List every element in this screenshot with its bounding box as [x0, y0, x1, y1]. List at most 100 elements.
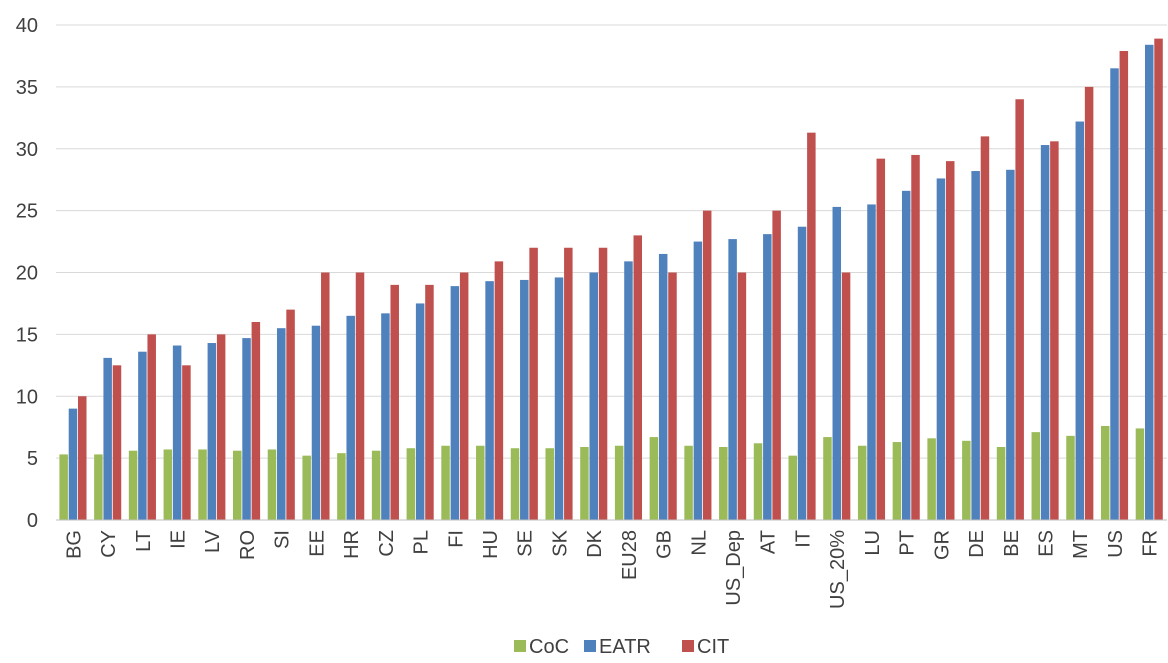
bar-coc-fr — [1135, 428, 1145, 520]
bar-cit-dk — [598, 247, 608, 520]
bar-eatr-ie — [172, 345, 182, 520]
y-axis: 0 5 10 15 20 25 30 35 40 — [16, 15, 38, 532]
bar-eatr-mt — [1075, 121, 1085, 521]
x-tick-label: PT — [897, 530, 919, 556]
legend: CoC EATR CIT — [514, 636, 729, 658]
x-tick-label: GR — [931, 530, 953, 560]
x-tick-label: MT — [1070, 530, 1092, 559]
bar-cit-lv — [216, 334, 226, 520]
bar-cit-sk — [564, 247, 573, 520]
legend-swatch-coc — [514, 640, 526, 652]
bar-cit-gr — [945, 161, 955, 520]
bar-coc-gr — [927, 438, 936, 520]
x-tick-label: BG — [63, 530, 85, 559]
y-tick-label: 0 — [27, 510, 38, 532]
bar-coc-bg — [59, 454, 68, 520]
bar-coc-lt — [128, 450, 138, 520]
x-tick-label: BE — [1001, 530, 1023, 557]
bar-coc-us_20% — [823, 437, 832, 520]
bar-eatr-pt — [901, 190, 911, 520]
bar-cit-us — [1119, 50, 1129, 521]
y-tick-label: 20 — [16, 263, 38, 285]
bar-cit-be — [1015, 99, 1024, 520]
x-axis: BG CY LT IE LV RO SI EE HR CZ PL FI HU SE SK DK EU28 GB NL… — [56, 519, 1167, 609]
x-tick-label: GB — [654, 530, 676, 559]
gridlines — [56, 24, 1167, 459]
bar-eatr-us_dep — [728, 239, 737, 520]
bar-eatr-hu — [485, 281, 494, 520]
bar-coc-hr — [337, 453, 346, 520]
bar-eatr-lv — [207, 343, 217, 520]
bar-cit-gb — [668, 272, 677, 520]
bar-coc-us_dep — [719, 446, 728, 520]
bar-eatr-ro — [242, 338, 251, 520]
bar-eatr-be — [1006, 169, 1015, 520]
x-tick-label: SE — [515, 530, 537, 557]
bar-eatr-si — [277, 328, 286, 520]
bar-cit-bg — [78, 396, 87, 520]
bar-cit-hr — [355, 272, 365, 520]
bar-coc-sk — [545, 448, 554, 520]
x-tick-label: DK — [584, 529, 606, 557]
legend-label-cit: CIT — [697, 636, 729, 658]
bar-coc-be — [996, 446, 1006, 520]
x-tick-label: CZ — [376, 530, 398, 557]
bar-cit-ie — [182, 365, 191, 520]
bar-cit-at — [772, 210, 781, 520]
bars — [59, 38, 1163, 521]
bar-eatr-gb — [658, 253, 668, 520]
x-tick-label: CY — [98, 530, 120, 558]
bar-coc-cy — [94, 454, 103, 520]
bar-coc-nl — [684, 445, 693, 520]
bar-cit-us_dep — [737, 272, 747, 520]
bar-eatr-dk — [589, 272, 598, 520]
bar-eatr-fr — [1144, 44, 1154, 521]
bar-eatr-fi — [450, 286, 460, 520]
bar-cit-ee — [321, 272, 330, 520]
x-tick-label: NL — [688, 530, 710, 556]
bar-coc-de — [962, 440, 971, 520]
y-tick-label: 35 — [16, 77, 38, 99]
bar-cit-ro — [251, 322, 261, 520]
legend-swatch-cit — [682, 640, 694, 652]
bar-coc-it — [788, 455, 798, 520]
bar-cit-mt — [1084, 86, 1094, 520]
legend-swatch-eatr — [584, 640, 596, 652]
x-tick-label: SI — [272, 530, 294, 549]
bar-coc-mt — [1066, 435, 1075, 520]
bar-coc-lu — [857, 445, 867, 520]
bar-coc-se — [510, 448, 520, 520]
x-tick-label: SK — [549, 529, 571, 556]
bar-eatr-at — [763, 234, 772, 520]
bar-eatr-de — [971, 171, 980, 520]
y-tick-label: 25 — [16, 201, 38, 223]
bar-cit-se — [529, 247, 538, 520]
x-tick-label: HR — [341, 530, 363, 559]
legend-label-coc: CoC — [529, 636, 569, 658]
bar-eatr-se — [520, 279, 529, 520]
bar-coc-ie — [163, 449, 173, 520]
x-tick-label: US_20% — [827, 530, 849, 609]
bar-coc-ee — [302, 455, 311, 520]
bar-coc-us — [1100, 425, 1110, 520]
x-tick-label: EU28 — [619, 530, 641, 580]
bar-eatr-nl — [693, 241, 703, 520]
bar-coc-gb — [649, 437, 659, 520]
bar-cit-pl — [425, 284, 434, 520]
bar-coc-pt — [892, 442, 902, 520]
bar-coc-pl — [406, 448, 416, 520]
bar-coc-ro — [233, 450, 242, 520]
bar-cit-cy — [112, 365, 122, 520]
bar-eatr-pl — [415, 303, 425, 520]
bar-eatr-bg — [68, 408, 78, 520]
y-tick-label: 40 — [16, 15, 38, 37]
x-tick-label: LU — [862, 530, 884, 556]
x-tick-label: PL — [411, 530, 433, 554]
x-tick-label: ES — [1035, 530, 1057, 557]
bar-eatr-ee — [311, 325, 321, 520]
bar-coc-at — [753, 443, 763, 520]
bar-cit-cz — [390, 284, 399, 520]
x-tick-label: FI — [445, 530, 467, 548]
bar-eatr-lt — [138, 351, 147, 520]
